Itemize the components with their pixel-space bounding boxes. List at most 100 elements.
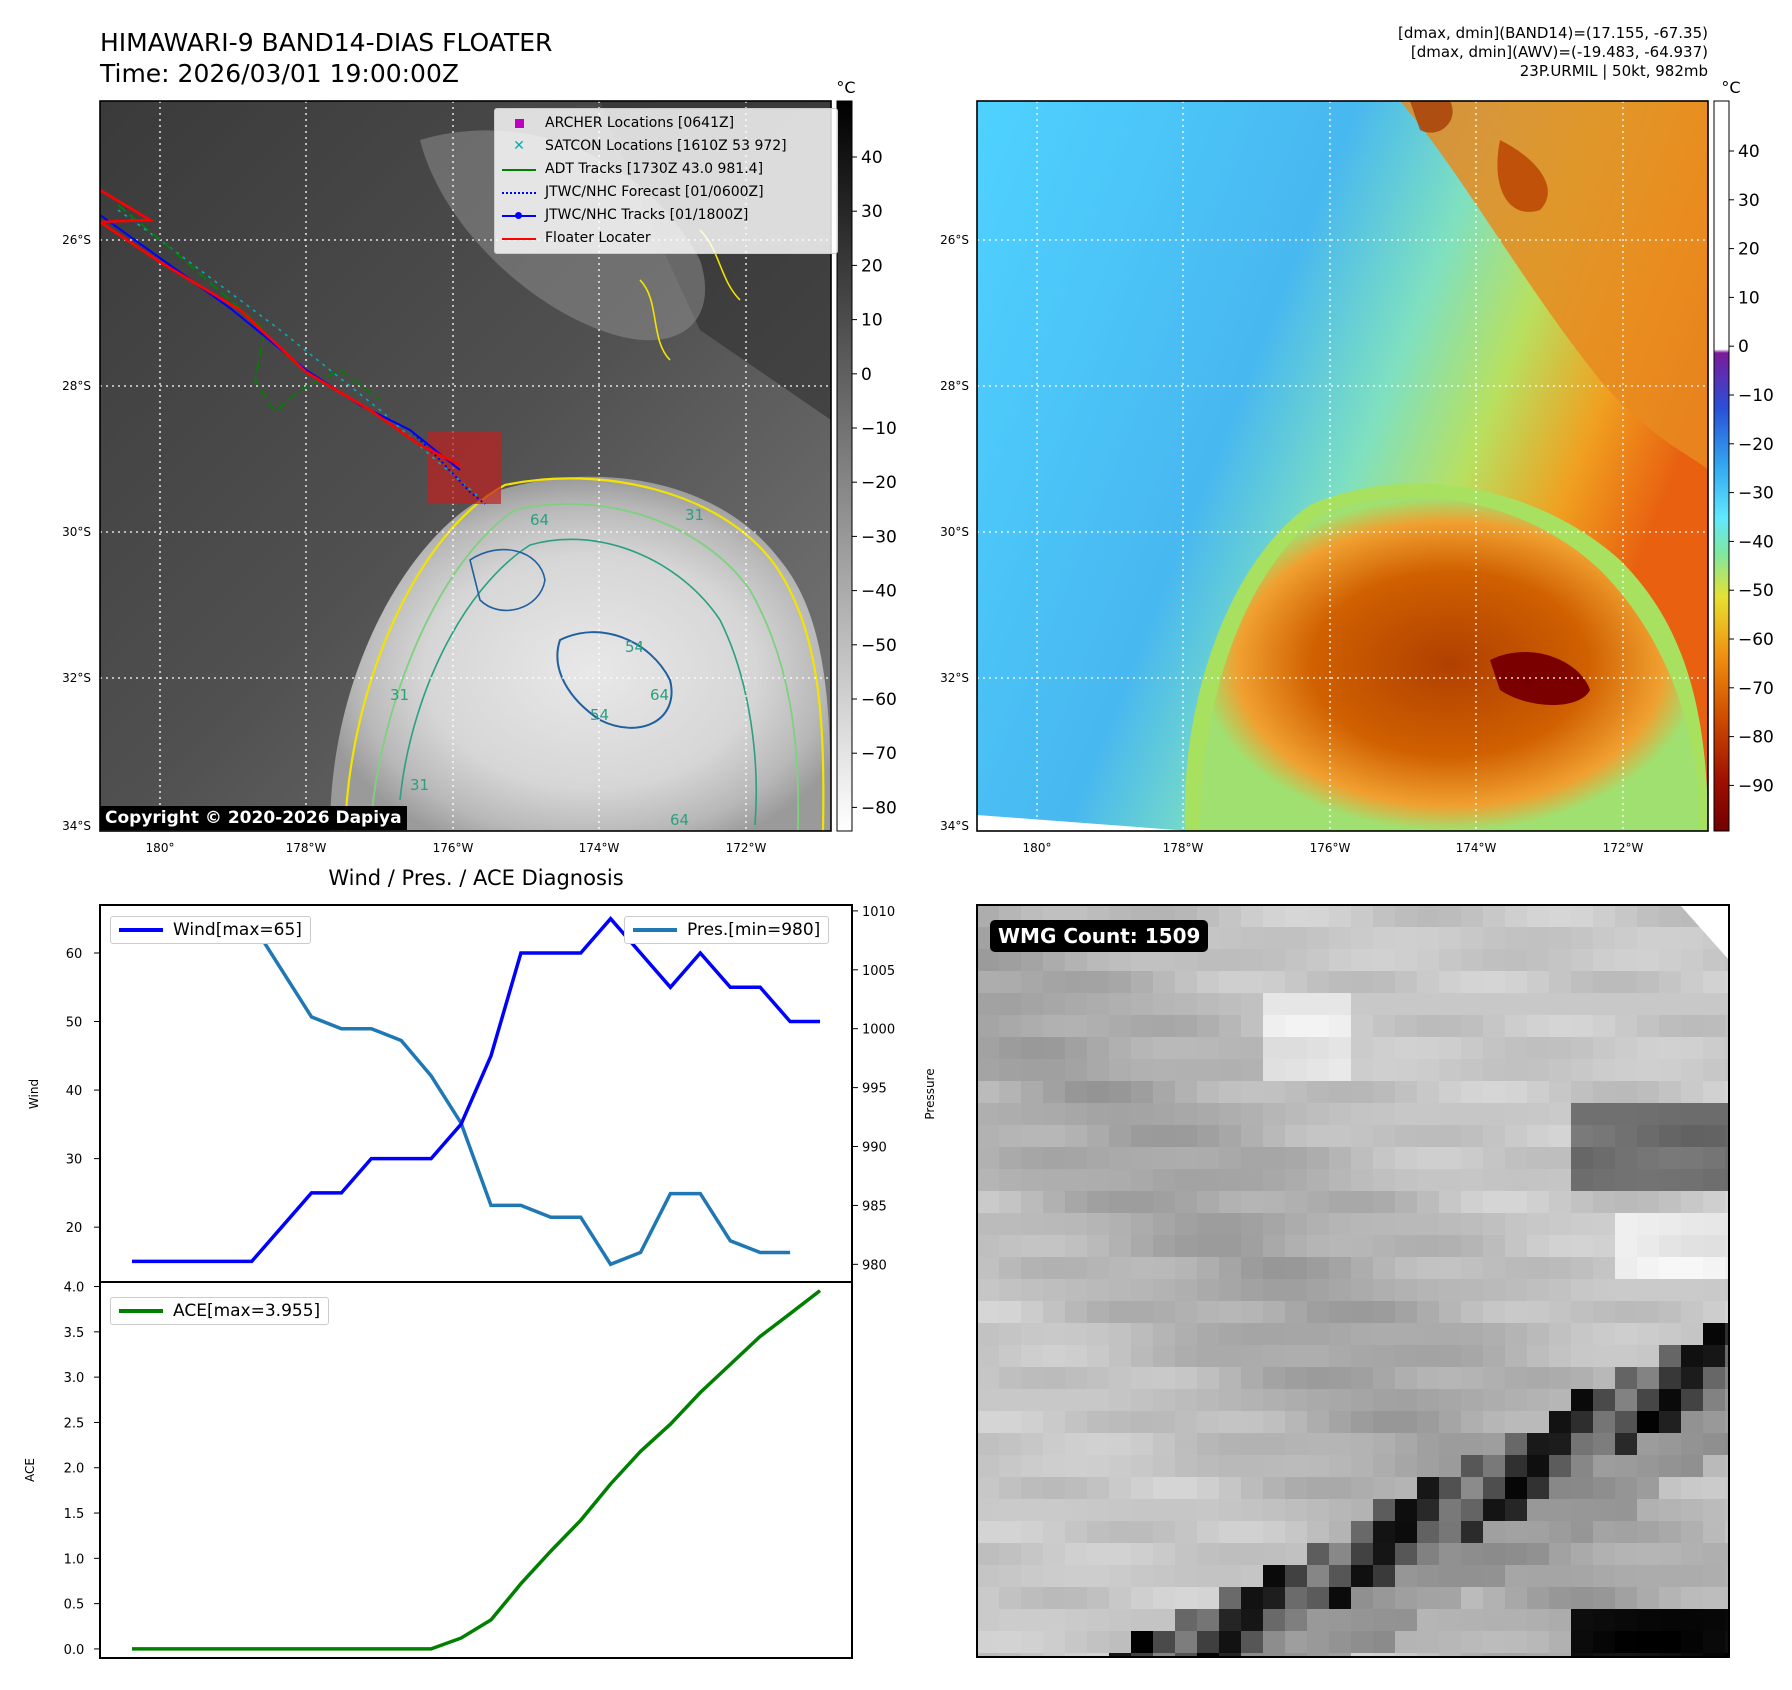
wmg-cell: [1373, 905, 1396, 928]
wmg-cell: [1329, 1235, 1352, 1258]
wmg-cell: [999, 1257, 1022, 1280]
ir-lat-label: 28°S: [62, 379, 91, 393]
contour-label: 54: [590, 706, 609, 724]
wmg-cell: [1483, 1235, 1506, 1258]
wmg-cell: [1681, 1279, 1704, 1302]
wmg-cell: [977, 1455, 1000, 1478]
wmg-cell: [1285, 1631, 1308, 1654]
meta-awv: [dmax, dmin](AWV)=(-19.483, -64.937): [1410, 43, 1708, 61]
wmg-cell: [1153, 1345, 1176, 1368]
wmg-cell: [1087, 1257, 1110, 1280]
wmg-cell: [1153, 1169, 1176, 1192]
wmg-cell: [1395, 1147, 1418, 1170]
wmg-cell: [1197, 1521, 1220, 1544]
wmg-cell: [1703, 971, 1726, 994]
wmg-cell: [1373, 1037, 1396, 1060]
wmg-cell: [1637, 1565, 1660, 1588]
wmg-cell: [1395, 1565, 1418, 1588]
wmg-cell: [1175, 1191, 1198, 1214]
wmg-cell: [977, 1543, 1000, 1566]
wmg-cell: [1197, 1367, 1220, 1390]
wmg-cell: [1615, 1169, 1638, 1192]
wmg-cell: [1373, 1499, 1396, 1522]
wmg-cell: [1725, 1367, 1729, 1390]
awv-map-panel: [977, 101, 1708, 831]
wmg-cell: [1065, 1147, 1088, 1170]
wmg-cell: [1307, 1323, 1330, 1346]
wmg-cell: [1593, 1455, 1616, 1478]
wmg-cell: [1153, 1411, 1176, 1434]
wmg-cell: [1615, 1587, 1638, 1610]
wmg-cell: [1571, 1499, 1594, 1522]
wmg-cell: [1395, 1103, 1418, 1126]
pres-axis-ticks: 980 985 990 995 1000 1005 1010: [852, 905, 895, 1273]
wmg-cell: [1241, 1015, 1264, 1038]
wmg-cell: [1417, 1653, 1440, 1657]
wmg-cell: [1307, 1125, 1330, 1148]
wmg-cell: [1549, 1477, 1572, 1500]
wmg-cell: [1505, 1411, 1528, 1434]
wmg-cell: [1131, 1279, 1154, 1302]
wmg-cell: [1065, 1433, 1088, 1456]
wmg-cell: [1527, 1323, 1550, 1346]
colorbar-tick-label: 10: [1738, 288, 1760, 308]
wmg-cell: [1593, 1059, 1616, 1082]
wmg-cell: [1483, 1257, 1506, 1280]
wmg-cell: [999, 1565, 1022, 1588]
contour-label: 64: [530, 511, 549, 529]
line-icon: [119, 1309, 163, 1313]
wmg-cell: [1131, 1499, 1154, 1522]
wmg-cell: [1021, 1037, 1044, 1060]
wmg-cell: [1021, 1389, 1044, 1412]
wmg-cell: [1527, 993, 1550, 1016]
wmg-cell: [1373, 1279, 1396, 1302]
wmg-cell: [999, 1609, 1022, 1632]
wmg-cell: [1241, 1059, 1264, 1082]
wmg-cell: [1021, 1323, 1044, 1346]
wmg-cell: [1681, 1565, 1704, 1588]
wmg-cell: [1109, 1455, 1132, 1478]
wmg-cell: [977, 1367, 1000, 1390]
wmg-cell: [1417, 1301, 1440, 1324]
wmg-cell: [1637, 1609, 1660, 1632]
wmg-cell: [1109, 1477, 1132, 1500]
wmg-cell: [1549, 1147, 1572, 1170]
wmg-cell: [1725, 1653, 1729, 1657]
wmg-cell: [1417, 949, 1440, 972]
contour-blue-2: [469, 548, 546, 612]
wmg-cell: [1703, 1037, 1726, 1060]
wmg-cell: [1175, 1543, 1198, 1566]
wmg-cell: [1549, 1125, 1572, 1148]
wmg-cell: [1351, 1235, 1374, 1258]
wmg-cell: [1241, 927, 1264, 950]
wmg-cell: [1571, 1015, 1594, 1038]
wmg-cell: [1153, 1521, 1176, 1544]
wmg-cell: [1263, 905, 1286, 928]
wind-axis-ticks: 20 30 40 50 60: [66, 947, 100, 1236]
wmg-cell: [1021, 1367, 1044, 1390]
wmg-cell: [1131, 1433, 1154, 1456]
wmg-cell: [1505, 993, 1528, 1016]
ir-lat-label: 34°S: [62, 819, 91, 833]
wmg-cell: [977, 1191, 1000, 1214]
wmg-cell: [1549, 1631, 1572, 1654]
wmg-cell: [999, 1543, 1022, 1566]
wmg-cell: [1461, 1235, 1484, 1258]
wmg-cell: [1285, 1279, 1308, 1302]
wmg-cell: [1087, 1631, 1110, 1654]
wmg-cell: [1725, 1543, 1729, 1566]
wmg-cell: [1241, 1565, 1264, 1588]
wmg-cell: [1175, 1477, 1198, 1500]
wmg-cell: [1285, 1587, 1308, 1610]
wmg-cell: [1285, 1213, 1308, 1236]
wmg-cell: [1725, 1565, 1729, 1588]
wmg-cell: [1439, 1279, 1462, 1302]
wmg-cell: [1417, 927, 1440, 950]
wmg-cell: [1681, 949, 1704, 972]
wmg-cell: [1505, 927, 1528, 950]
wmg-cell: [1307, 1543, 1330, 1566]
wmg-cell: [1131, 1455, 1154, 1478]
wmg-cell: [1615, 1323, 1638, 1346]
wmg-cell: [1263, 1191, 1286, 1214]
wmg-cell: [1175, 1015, 1198, 1038]
